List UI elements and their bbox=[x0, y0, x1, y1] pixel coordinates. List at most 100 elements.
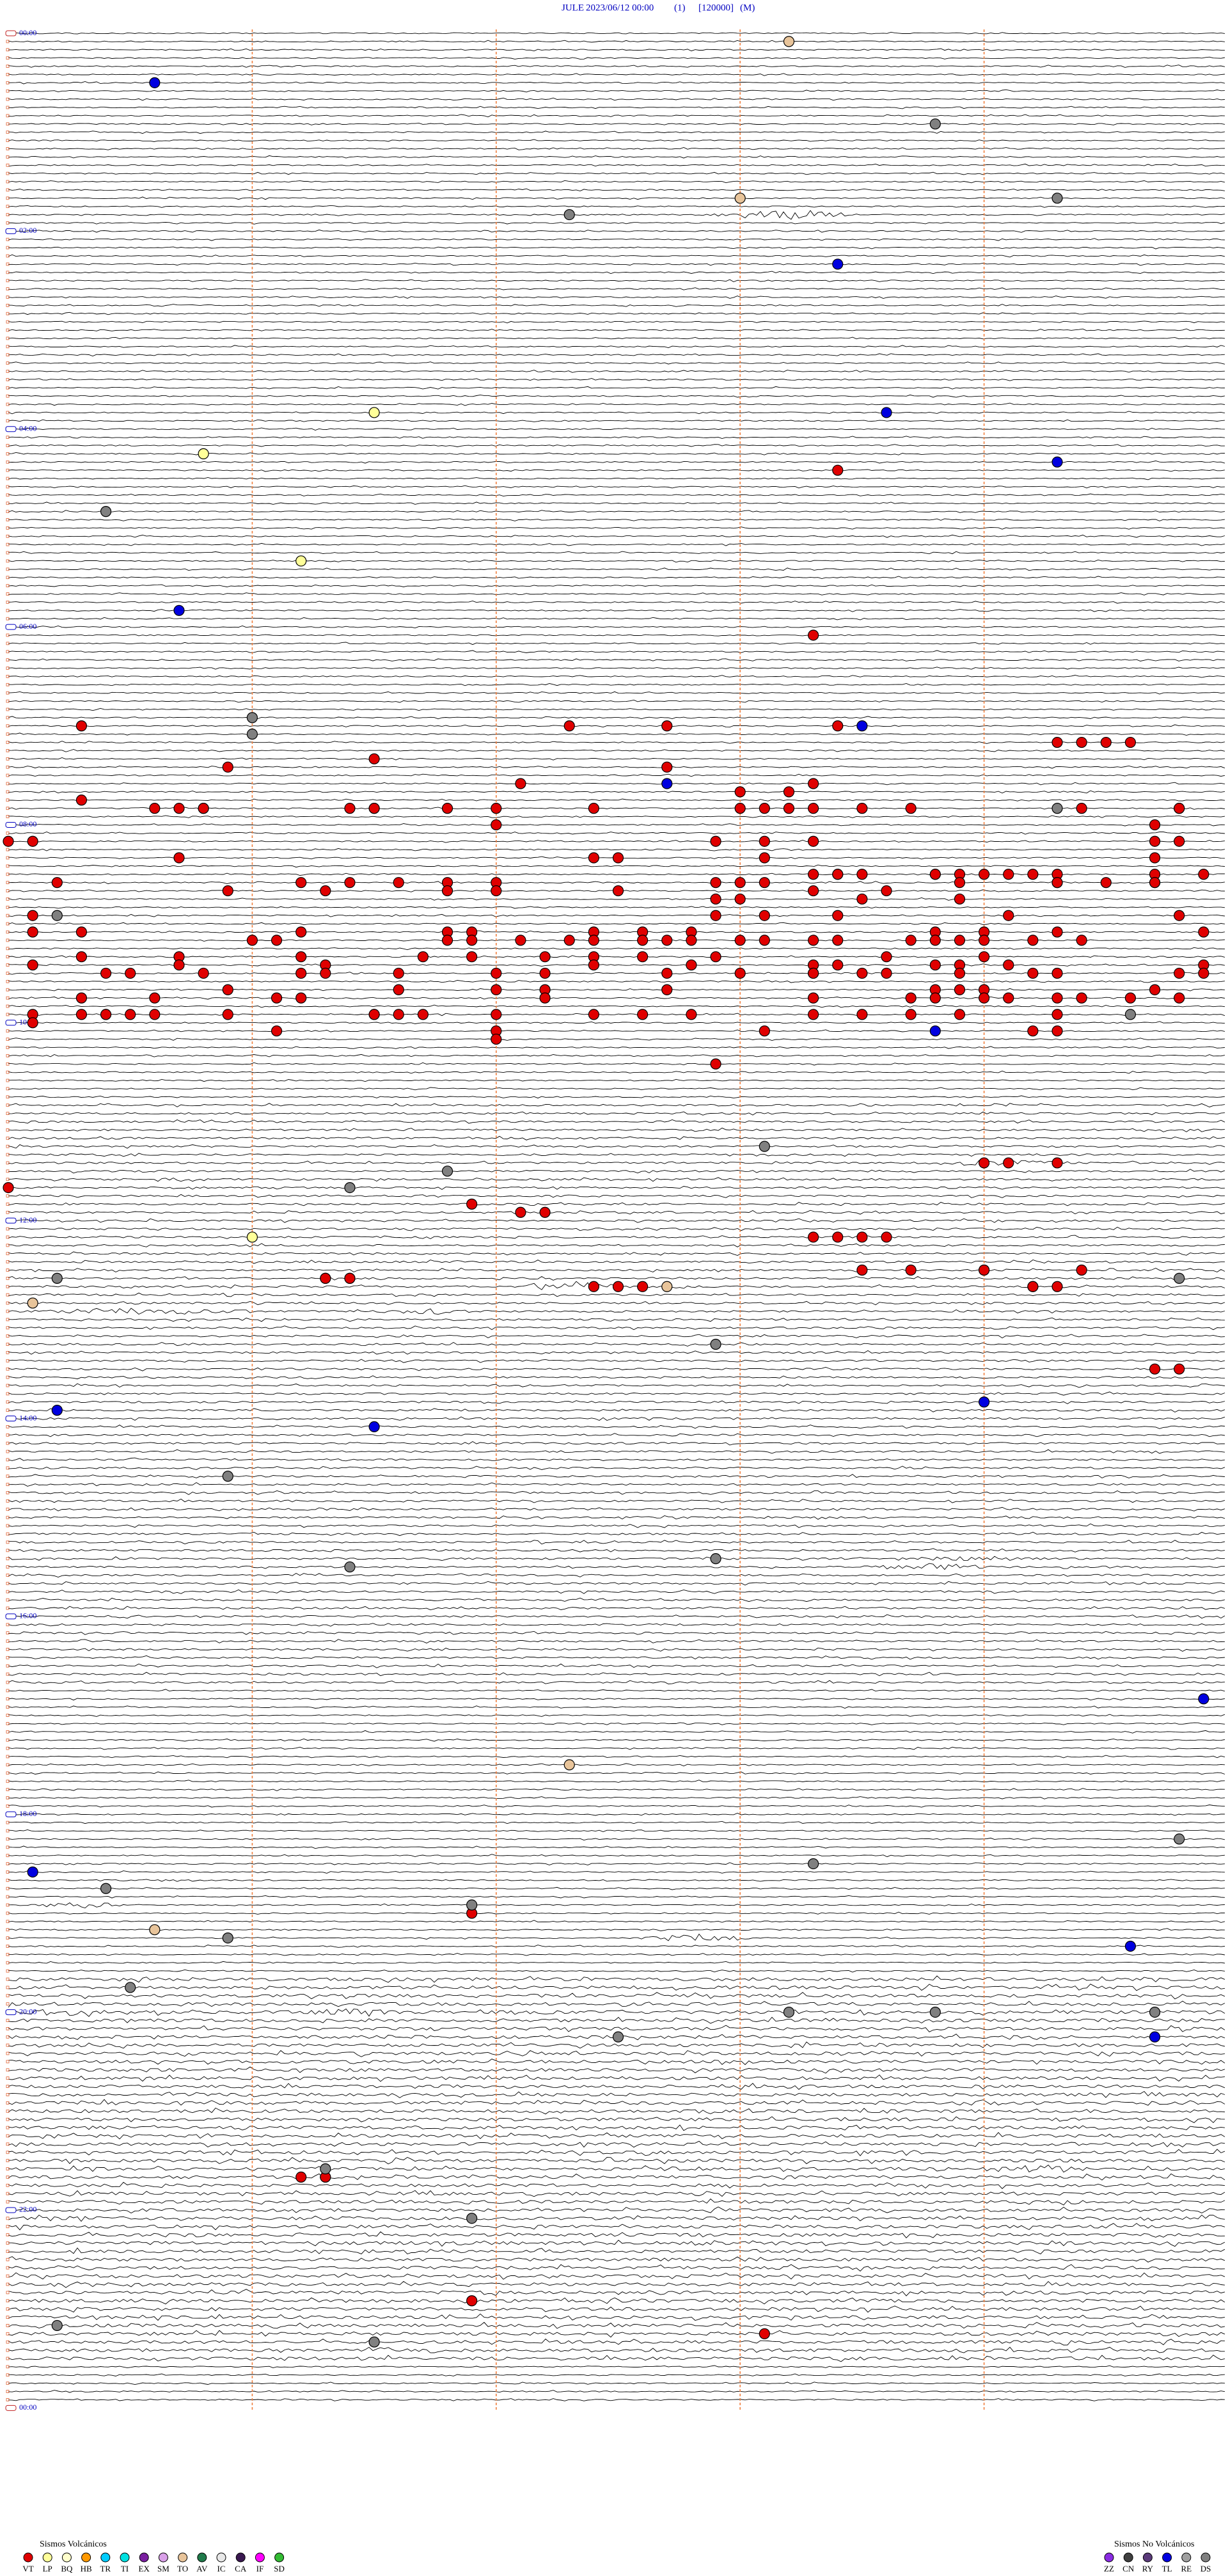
trace bbox=[8, 1466, 1225, 1470]
row-marker bbox=[6, 287, 10, 290]
row-marker bbox=[6, 444, 10, 447]
hour-marker bbox=[5, 624, 17, 630]
event bbox=[441, 885, 453, 897]
trace bbox=[8, 1111, 1225, 1116]
row-marker bbox=[6, 2093, 10, 2096]
row-marker bbox=[6, 1796, 10, 1799]
trace bbox=[8, 642, 1225, 645]
legend-code: EX bbox=[139, 2564, 150, 2573]
event bbox=[149, 1924, 161, 1936]
row-marker bbox=[6, 1780, 10, 1783]
event bbox=[808, 869, 819, 880]
legend-swatch bbox=[255, 2552, 265, 2563]
row-marker bbox=[6, 913, 10, 917]
event bbox=[954, 1009, 966, 1020]
row-marker bbox=[6, 468, 10, 472]
trace bbox=[8, 1755, 1225, 1758]
row-marker bbox=[6, 1952, 10, 1956]
trace bbox=[8, 1169, 1225, 1174]
legend-title: Sismos Volcánicos bbox=[40, 2540, 107, 2549]
event bbox=[1149, 984, 1161, 995]
trace bbox=[8, 1201, 1225, 1206]
row-marker bbox=[6, 592, 10, 596]
event bbox=[978, 992, 990, 1004]
event bbox=[1124, 1940, 1137, 1952]
row-marker bbox=[6, 650, 10, 654]
events bbox=[3, 36, 1209, 2348]
row-marker bbox=[6, 1235, 10, 1239]
trace bbox=[8, 534, 1225, 538]
trace bbox=[8, 1845, 1225, 1849]
row-marker bbox=[6, 1945, 10, 1948]
trace bbox=[8, 1572, 1225, 1577]
event bbox=[173, 604, 185, 616]
event bbox=[149, 1009, 161, 1020]
event bbox=[1076, 935, 1087, 946]
event bbox=[491, 1033, 502, 1045]
trace bbox=[8, 2264, 1225, 2272]
trace bbox=[8, 402, 1225, 406]
trace bbox=[8, 2206, 1225, 2214]
event bbox=[832, 464, 844, 476]
trace bbox=[8, 1425, 1225, 1429]
trace bbox=[8, 1933, 1225, 1941]
row-marker bbox=[6, 567, 10, 571]
trace bbox=[8, 1805, 1225, 1808]
event bbox=[1051, 877, 1063, 889]
event bbox=[832, 910, 844, 921]
event bbox=[856, 893, 868, 905]
row-marker bbox=[6, 2316, 10, 2319]
row-marker bbox=[6, 1738, 10, 1742]
row-marker bbox=[6, 2076, 10, 2080]
legend-swatch bbox=[274, 2552, 285, 2563]
trace bbox=[8, 658, 1225, 661]
trace bbox=[8, 2050, 1225, 2057]
row-marker bbox=[6, 1920, 10, 1924]
legend-swatch bbox=[120, 2552, 130, 2563]
row-marker bbox=[6, 864, 10, 868]
row-marker bbox=[6, 2060, 10, 2064]
trace bbox=[8, 972, 1225, 975]
event bbox=[1003, 1157, 1014, 1169]
trace bbox=[8, 1556, 1225, 1561]
trace bbox=[8, 444, 1225, 447]
trace bbox=[8, 1013, 1225, 1016]
trace bbox=[8, 210, 1225, 220]
trace bbox=[8, 2313, 1225, 2321]
trace bbox=[8, 65, 1225, 68]
row-marker bbox=[6, 1474, 10, 1478]
row-marker bbox=[6, 1969, 10, 1973]
event bbox=[515, 778, 526, 789]
trace bbox=[8, 56, 1225, 59]
row-marker bbox=[6, 460, 10, 464]
row-marker bbox=[6, 773, 10, 777]
row-marker bbox=[6, 2373, 10, 2377]
trace bbox=[8, 1697, 1225, 1701]
row-marker bbox=[6, 1409, 10, 1412]
event bbox=[1003, 910, 1014, 921]
trace bbox=[8, 188, 1225, 191]
event bbox=[1003, 869, 1014, 880]
trace bbox=[8, 336, 1225, 340]
trace bbox=[8, 2297, 1225, 2305]
event bbox=[539, 992, 551, 1004]
trace bbox=[8, 1144, 1225, 1149]
trace bbox=[8, 1062, 1225, 1066]
event bbox=[563, 935, 575, 946]
trace bbox=[8, 996, 1225, 1000]
trace bbox=[8, 2164, 1225, 2173]
row-marker bbox=[6, 1895, 10, 1899]
row-marker bbox=[6, 1557, 10, 1561]
trace bbox=[8, 2256, 1225, 2263]
row-marker bbox=[6, 1095, 10, 1099]
trace bbox=[8, 634, 1225, 636]
row-marker bbox=[6, 1079, 10, 1082]
event bbox=[27, 835, 38, 847]
event bbox=[491, 967, 502, 979]
row-marker bbox=[6, 2019, 10, 2022]
event bbox=[856, 803, 868, 814]
event bbox=[808, 778, 819, 789]
trace bbox=[8, 320, 1225, 324]
trace bbox=[8, 155, 1225, 159]
row-marker bbox=[6, 139, 10, 142]
